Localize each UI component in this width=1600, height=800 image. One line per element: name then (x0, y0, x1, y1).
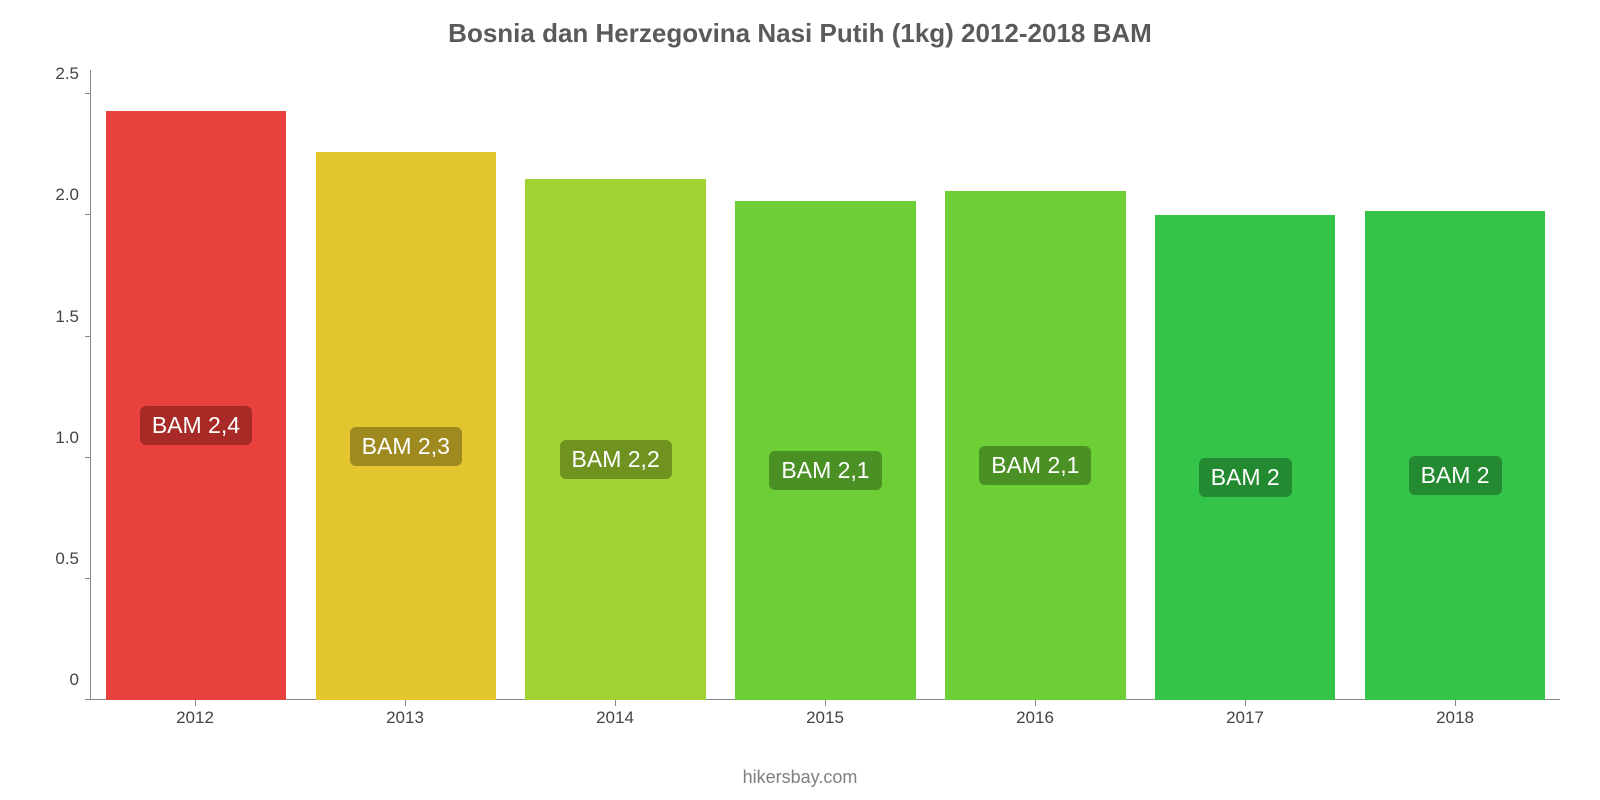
bar-slot: BAM 2 (1140, 70, 1350, 700)
bar-slot: BAM 2,4 (91, 70, 301, 700)
x-axis: 2012 2013 2014 2015 2016 2017 2018 (90, 700, 1560, 730)
bar: BAM 2,4 (106, 111, 286, 700)
bar: BAM 2 (1155, 215, 1335, 700)
y-tick-label: 0.5 (55, 549, 79, 569)
x-tick-mark (1455, 700, 1456, 706)
x-tick-mark (1035, 700, 1036, 706)
y-tick-label: 1.5 (55, 307, 79, 327)
bar-slot: BAM 2,2 (511, 70, 721, 700)
chart-title: Bosnia dan Herzegovina Nasi Putih (1kg) … (0, 0, 1600, 49)
x-tick-label: 2015 (806, 708, 844, 728)
y-tick-label: 0 (70, 670, 79, 690)
bar: BAM 2,3 (316, 152, 496, 700)
bar-slot: BAM 2 (1350, 70, 1560, 700)
x-slot: 2013 (300, 700, 510, 730)
x-tick-label: 2017 (1226, 708, 1264, 728)
attribution-text: hikersbay.com (0, 767, 1600, 788)
x-tick-label: 2013 (386, 708, 424, 728)
plot-area: 00.51.01.52.02.5 BAM 2,4BAM 2,3BAM 2,2BA… (90, 70, 1560, 700)
y-tick-label: 1.0 (55, 428, 79, 448)
bar-value-label: BAM 2,1 (979, 446, 1091, 485)
x-tick-label: 2012 (176, 708, 214, 728)
bar: BAM 2,1 (735, 201, 915, 700)
bars-container: BAM 2,4 BAM 2,3 BAM 2,2 BAM 2,1 BAM 2,1 BAM 2… (91, 70, 1560, 700)
bar-value-label: BAM 2 (1409, 456, 1502, 495)
bar-value-label: BAM 2,1 (769, 451, 881, 490)
x-slot: 2018 (1350, 700, 1560, 730)
bar-slot: BAM 2,1 (930, 70, 1140, 700)
x-tick-label: 2014 (596, 708, 634, 728)
x-tick-mark (615, 700, 616, 706)
bar-slot: BAM 2,3 (301, 70, 511, 700)
x-tick-mark (1245, 700, 1246, 706)
x-tick-mark (825, 700, 826, 706)
bar-value-label: BAM 2,4 (140, 406, 252, 445)
x-slot: 2014 (510, 700, 720, 730)
x-tick-mark (405, 700, 406, 706)
x-slot: 2015 (720, 700, 930, 730)
y-tick-label: 2.0 (55, 185, 79, 205)
bar: BAM 2,2 (525, 179, 705, 700)
bar-slot: BAM 2,1 (721, 70, 931, 700)
x-tick-label: 2018 (1436, 708, 1474, 728)
x-tick-label: 2016 (1016, 708, 1054, 728)
x-slot: 2012 (90, 700, 300, 730)
bar: BAM 2,1 (945, 191, 1125, 700)
chart-area: 00.51.01.52.02.5 BAM 2,4BAM 2,3BAM 2,2BA… (60, 70, 1560, 730)
bar-value-label: BAM 2,3 (350, 427, 462, 466)
bar-value-label: BAM 2,2 (560, 440, 672, 479)
x-slot: 2016 (930, 700, 1140, 730)
bar-value-label: BAM 2 (1199, 458, 1292, 497)
x-tick-mark (195, 700, 196, 706)
bar: BAM 2 (1365, 211, 1545, 700)
x-slot: 2017 (1140, 700, 1350, 730)
y-tick-label: 2.5 (55, 64, 79, 84)
